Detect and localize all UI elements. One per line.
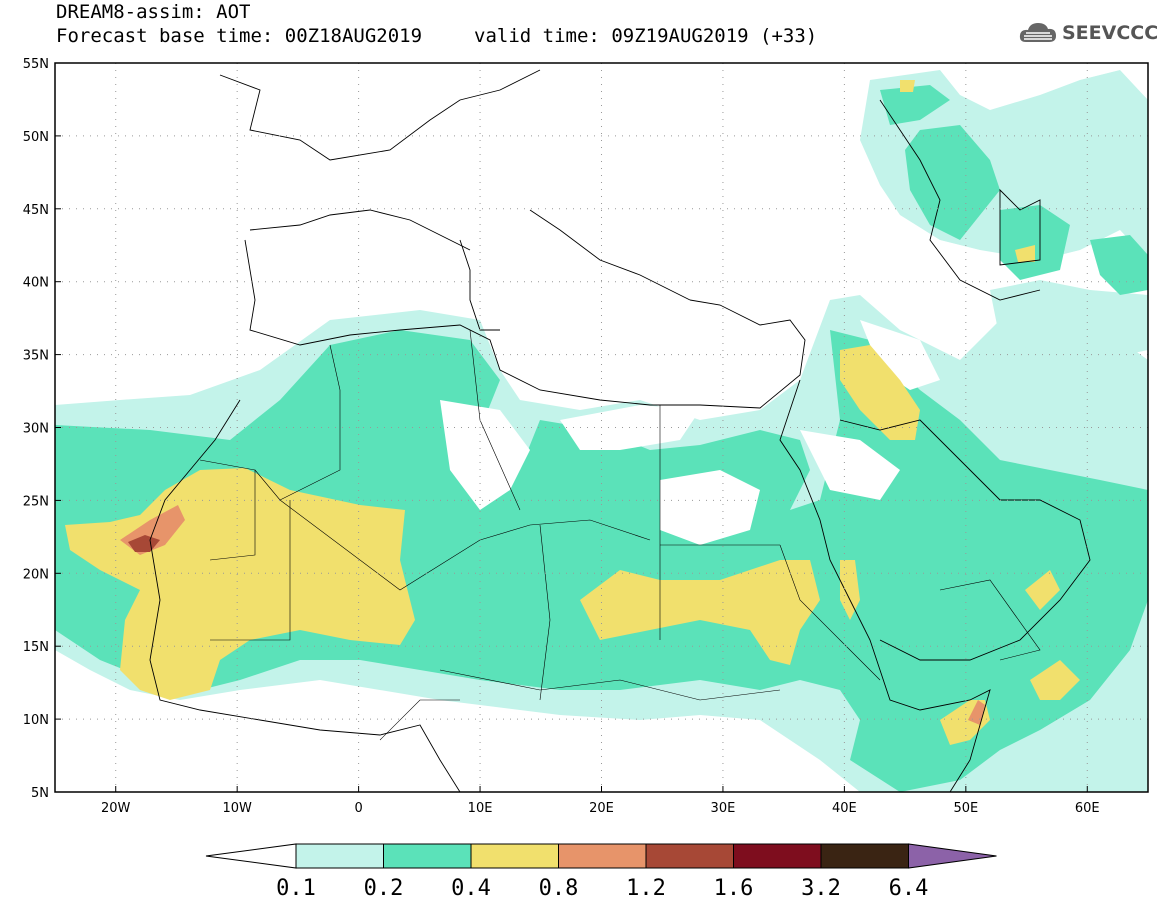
latitude-labels: 5N 10N 15N 20N 25N 30N 35N 40N 45N 50N 55N	[23, 57, 61, 801]
seevccc-logo: SEEVCCC	[1018, 20, 1158, 46]
colorbar-label: 3.2	[801, 876, 841, 901]
lon-tick-label: 10W	[222, 801, 252, 816]
lat-tick-label: 25N	[23, 494, 49, 509]
lat-tick-label: 45N	[23, 203, 49, 218]
colorbar-label: 1.6	[714, 876, 754, 901]
lon-tick-label: 20W	[101, 801, 131, 816]
lon-tick-label: 20E	[589, 801, 614, 816]
lat-tick-label: 20N	[23, 567, 49, 582]
logo-text: SEEVCCC	[1062, 22, 1159, 44]
lon-tick-label: 30E	[711, 801, 736, 816]
lat-tick-label: 50N	[23, 130, 49, 145]
cloud-icon	[1019, 23, 1056, 42]
longitude-labels: 20W 10W 0 10E 20E 30E 40E 50E 60E	[101, 786, 1100, 816]
lon-tick-label: 60E	[1075, 801, 1100, 816]
colorbar-segment	[383, 843, 472, 869]
colorbar-label: 0.8	[539, 876, 579, 901]
lat-tick-label: 10N	[23, 713, 49, 728]
lat-tick-label: 55N	[23, 57, 49, 72]
base-time: Forecast base time: 00Z18AUG2019	[56, 25, 423, 47]
lat-tick-label: 15N	[23, 640, 49, 655]
lon-tick-label: 10E	[468, 801, 493, 816]
colorbar-segment	[558, 843, 647, 869]
lon-tick-label: 40E	[832, 801, 857, 816]
lat-tick-label: 35N	[23, 349, 49, 364]
colorbar-over-triangle	[908, 843, 997, 869]
colorbar-segment	[733, 843, 822, 869]
aot-field	[55, 69, 1148, 792]
valid-time: valid time: 09Z19AUG2019 (+33)	[474, 25, 818, 47]
time-info: Forecast base time: 00Z18AUG2019 valid ti…	[56, 25, 817, 47]
colorbar-segment	[645, 843, 734, 869]
colorbar-under-triangle	[205, 843, 297, 869]
gridlines	[55, 62, 1148, 793]
colorbar-segment	[820, 843, 909, 869]
colorbar: 0.1 0.2 0.4 0.8 1.2 1.6 3.2 6.4	[205, 843, 997, 901]
colorbar-label: 6.4	[889, 876, 929, 901]
aot-band-1.2	[128, 535, 160, 552]
colorbar-segment	[470, 843, 559, 869]
chart-title: DREAM8-assim: AOT	[56, 1, 251, 23]
colorbar-segment	[295, 843, 384, 869]
colorbar-label: 0.2	[364, 876, 404, 901]
lon-tick-label: 0	[354, 801, 362, 816]
colorbar-label: 0.4	[451, 876, 491, 901]
lon-tick-label: 50E	[953, 801, 978, 816]
lat-tick-label: 30N	[23, 422, 49, 437]
lat-tick-label: 40N	[23, 276, 49, 291]
colorbar-label: 0.1	[276, 876, 316, 901]
lat-tick-label: 5N	[31, 786, 49, 801]
coastlines	[149, 69, 1091, 792]
colorbar-label: 1.2	[626, 876, 666, 901]
